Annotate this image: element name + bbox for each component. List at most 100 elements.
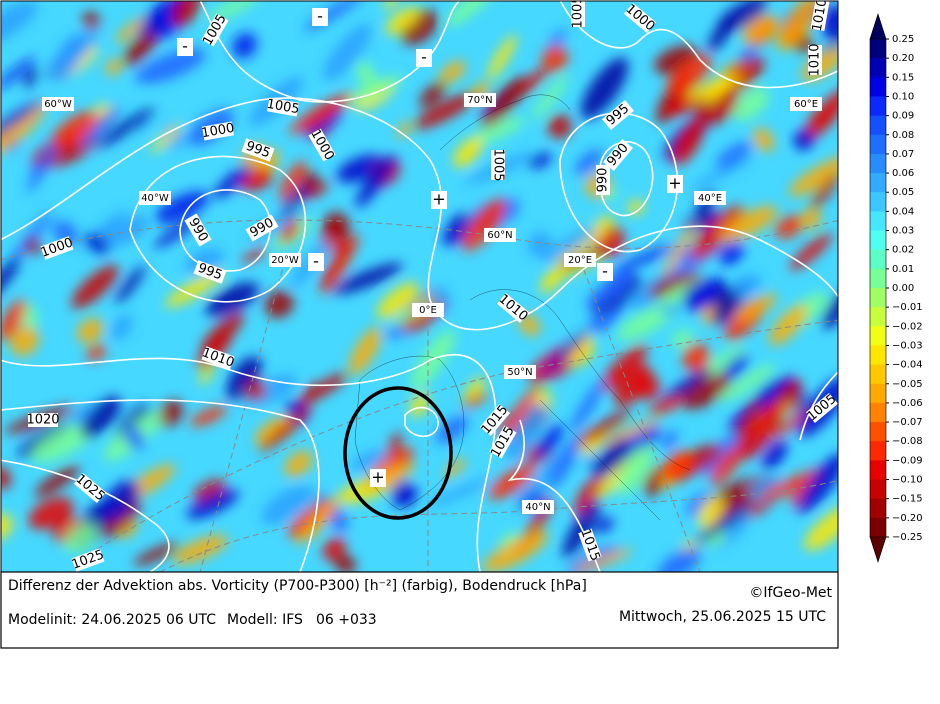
marker-bg — [312, 8, 328, 26]
vorticity-blob — [333, 263, 403, 295]
vorticity-blob — [1, 513, 13, 540]
vorticity-blob — [682, 373, 731, 410]
marker: + — [371, 468, 384, 487]
isobar-label-bg — [40, 236, 74, 260]
vorticity-blob — [431, 286, 449, 305]
colorbar-segment — [870, 422, 886, 442]
vorticity-blob — [488, 464, 536, 500]
vorticity-blob — [199, 365, 214, 385]
isobar-label-bg — [28, 413, 58, 427]
footer-title: Differenz der Advektion abs. Vorticity (… — [8, 578, 587, 594]
vorticity-blob — [51, 111, 98, 148]
vorticity-blob — [118, 520, 138, 539]
vorticity-blob — [656, 547, 701, 572]
isobar-label-bg — [602, 99, 634, 131]
vorticity-blob — [514, 453, 559, 514]
vorticity-blob — [301, 372, 348, 403]
vorticity-blob — [84, 233, 110, 254]
vorticity-blob — [135, 48, 207, 84]
vorticity-blob — [789, 233, 833, 271]
vorticity-blob — [419, 82, 446, 108]
colorbar-label: 0.00 — [892, 283, 914, 294]
colorbar-segment — [870, 441, 886, 461]
vorticity-blob — [737, 401, 783, 460]
marker: - — [182, 37, 188, 56]
vorticity-blob — [193, 479, 226, 502]
vorticity-blob — [580, 57, 629, 120]
colorbar-segment — [870, 39, 886, 59]
vorticity-blob — [390, 480, 417, 508]
graticule-label-bg — [694, 191, 726, 205]
vorticity-blob — [279, 219, 300, 244]
vorticity-blob — [376, 282, 419, 319]
model-init: Modelinit: 24.06.2025 06 UTC — [8, 612, 216, 628]
vorticity-blob — [410, 330, 456, 390]
marker-bg — [308, 253, 324, 271]
vorticity-blob — [26, 135, 62, 193]
colorbar-label: −0.09 — [892, 455, 923, 466]
vorticity-blob — [487, 34, 517, 81]
vorticity-blob — [1, 299, 27, 342]
colorbar-segment — [870, 383, 886, 404]
marker: - — [313, 252, 319, 271]
vorticity-blob — [1, 1, 38, 47]
vorticity-blob — [616, 244, 677, 271]
marker: - — [421, 48, 427, 67]
vorticity-blob — [71, 264, 119, 309]
isobar-label-bg — [201, 346, 235, 370]
graticule-label-bg — [139, 191, 171, 205]
vorticity-blob — [101, 499, 142, 539]
colorbar-label: −0.20 — [892, 513, 923, 524]
vorticity-blob — [1, 103, 47, 156]
vorticity-blob — [115, 17, 145, 44]
colorbar-segment — [870, 211, 886, 232]
colorbar-label: 0.09 — [892, 111, 914, 122]
vorticity-blob — [752, 127, 775, 152]
isobar-label-bg — [74, 472, 106, 504]
colorbar-segment — [870, 173, 886, 193]
vorticity-blob — [810, 173, 838, 210]
vorticity-blob — [719, 240, 744, 266]
colorbar-segment — [870, 192, 886, 212]
colorbar-segment — [870, 364, 886, 385]
isobar-label-bg — [497, 292, 529, 324]
vorticity-blob — [150, 123, 183, 153]
vorticity-blob — [356, 61, 376, 87]
vorticity-blob — [570, 378, 606, 433]
vorticity-blob — [574, 149, 603, 176]
vorticity-blob — [769, 304, 808, 346]
vorticity-blob — [261, 485, 315, 525]
vorticity-blob — [598, 419, 661, 445]
vorticity-blob — [82, 11, 100, 31]
isobar-label-bg — [184, 213, 212, 247]
marker-bg — [177, 38, 193, 56]
vorticity-blob — [595, 517, 614, 533]
vorticity-blob — [95, 107, 155, 148]
vorticity-blob — [302, 172, 319, 189]
vorticity-blob — [585, 272, 636, 310]
colorbar-segment — [870, 77, 886, 97]
vorticity-blob — [793, 130, 814, 151]
vorticity-blob — [689, 205, 744, 262]
isobar-label-bg — [201, 13, 229, 47]
isobar-label-bg — [479, 404, 511, 436]
graticule-label-bg — [504, 365, 536, 379]
model: Modell: IFS — [227, 612, 303, 628]
graticule-label: 20°E — [568, 255, 592, 266]
vorticity-blob — [10, 326, 39, 356]
vorticity-blob — [115, 265, 146, 304]
colorbar-segment — [870, 58, 886, 78]
vorticity-blob — [801, 88, 838, 143]
colorbar-segment — [870, 230, 886, 251]
valid-time: Mittwoch, 25.06.2025 15 UTC — [619, 609, 826, 625]
vorticity-blob — [666, 54, 712, 96]
vorticity-blob — [186, 489, 239, 519]
vorticity-blob — [1, 258, 20, 305]
vorticity-blob — [100, 215, 150, 248]
isobar-label-bg — [267, 97, 299, 117]
colorbar-label: −0.02 — [892, 321, 923, 332]
colorbar-label: −0.10 — [892, 475, 923, 486]
colorbar-segment — [870, 307, 886, 327]
graticule-label-bg — [790, 97, 822, 111]
